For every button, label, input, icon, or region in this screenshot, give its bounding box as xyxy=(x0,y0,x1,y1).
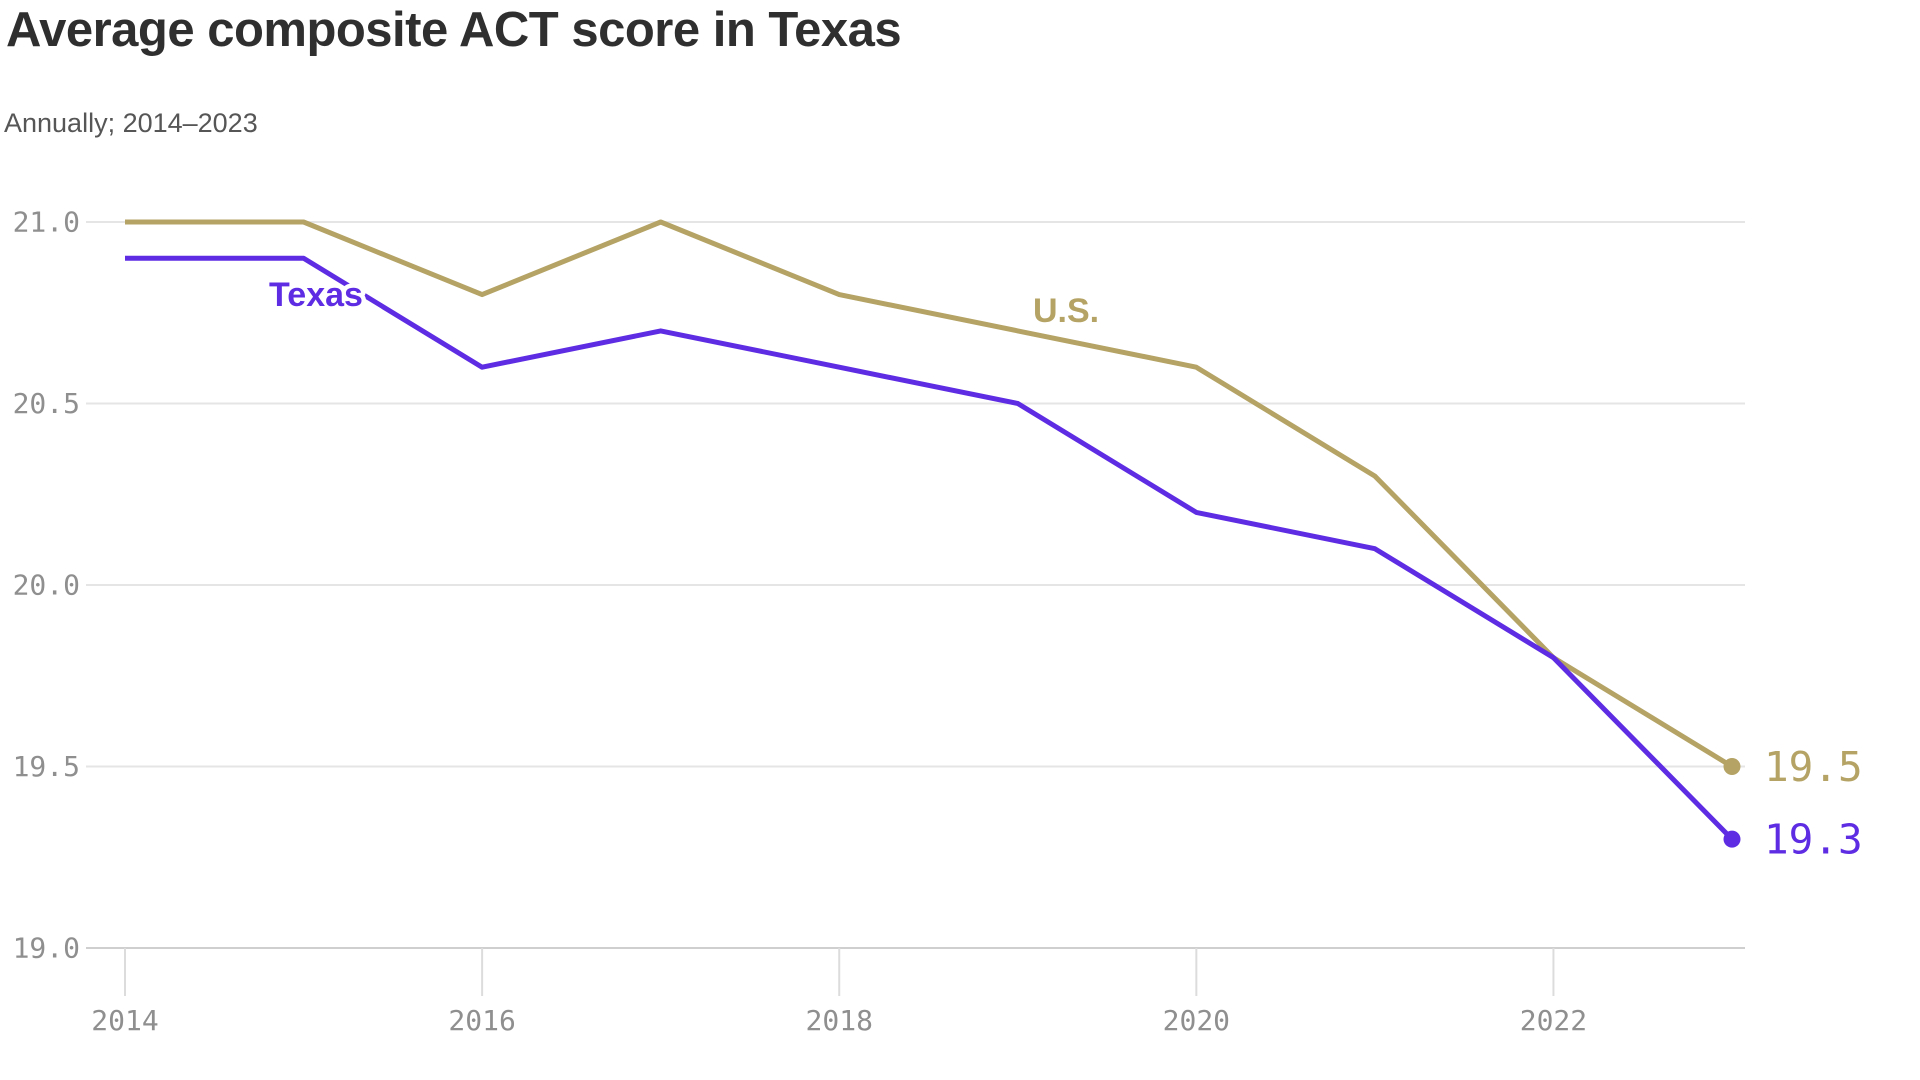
end-dot-texas xyxy=(1723,830,1741,848)
end-value-label-texas: 19.3 xyxy=(1764,815,1863,863)
x-axis-label-2014: 2014 xyxy=(91,1004,158,1037)
end-dot-us xyxy=(1723,758,1741,775)
x-axis-label-2022: 2022 xyxy=(1520,1004,1587,1037)
x-axis-label-2020: 2020 xyxy=(1163,1004,1230,1037)
chart-subtitle: Annually; 2014–2023 xyxy=(4,108,258,138)
end-value-label-us: 19.5 xyxy=(1764,743,1863,791)
series-line-us xyxy=(125,219,1734,769)
series-label-texas: Texas xyxy=(269,276,363,314)
y-axis-label-21.0: 21.0 xyxy=(13,206,80,239)
series-line-texas xyxy=(125,255,1734,841)
series-label-us: U.S. xyxy=(1033,292,1099,330)
y-axis-label-19.0: 19.0 xyxy=(13,932,80,965)
y-axis-label-19.5: 19.5 xyxy=(13,750,80,783)
y-axis-label-20.5: 20.5 xyxy=(13,387,80,420)
y-axis-label-20.0: 20.0 xyxy=(13,569,80,602)
chart-title: Average composite ACT score in Texas xyxy=(6,3,902,57)
x-axis-label-2018: 2018 xyxy=(806,1004,873,1037)
x-axis-label-2016: 2016 xyxy=(448,1004,515,1037)
